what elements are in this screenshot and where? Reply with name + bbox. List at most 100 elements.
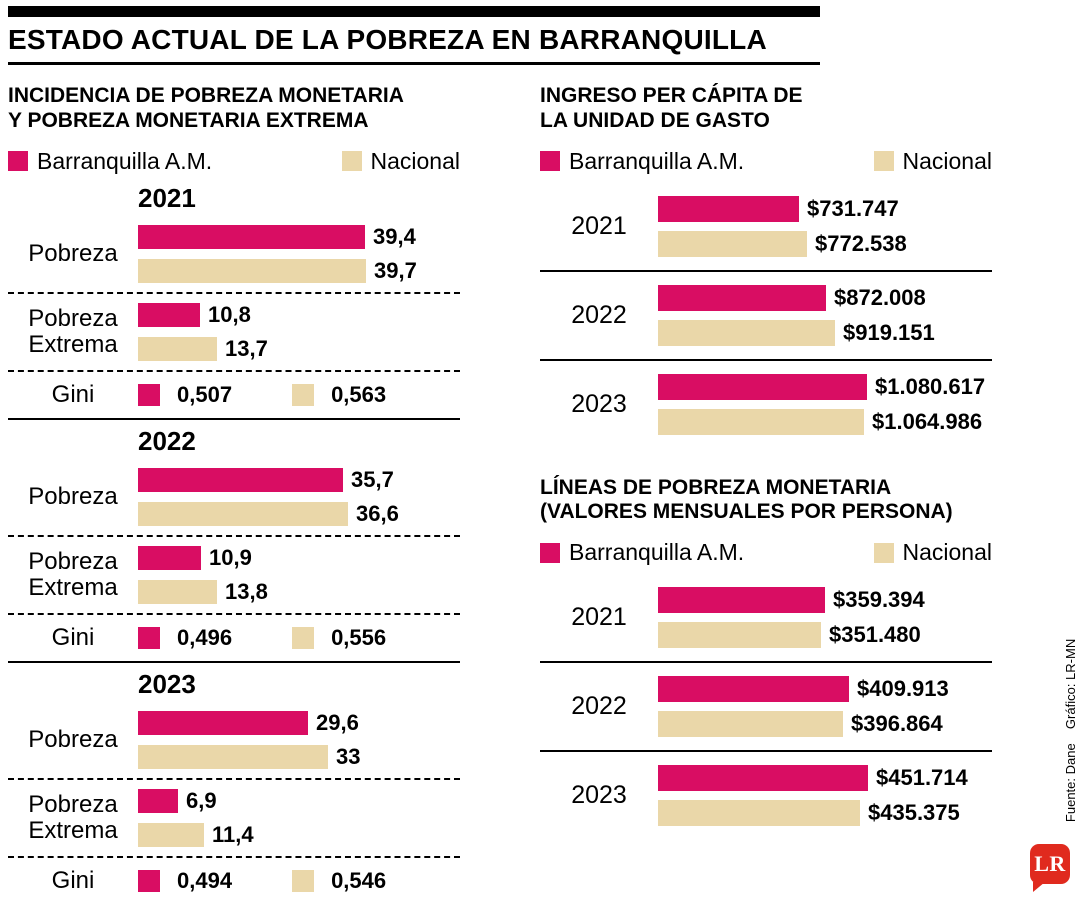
year-label: 2023 <box>571 781 627 810</box>
section-title-line: (VALORES MENSUALES POR PERSONA) <box>540 500 953 524</box>
legend-label-nacional: Nacional <box>902 539 993 566</box>
row-label-line: Gini <box>51 623 95 651</box>
row-label: Pobreza Extrema <box>8 304 138 358</box>
bar-line: $872.008 <box>658 284 992 311</box>
bar-barranquilla <box>138 710 308 735</box>
bar-nacional <box>658 230 807 257</box>
gini-pair: 0,546 <box>292 868 386 894</box>
legend-label-barranquilla: Barranquilla A.M. <box>569 539 745 566</box>
gini-pairs: 0,496 0,556 <box>138 625 460 651</box>
bar-line: 35,7 <box>138 467 460 493</box>
row-bars: 6,9 11,4 <box>138 788 460 848</box>
gini-swatch-barranquilla <box>138 869 160 892</box>
bar-value: $451.714 <box>876 765 968 791</box>
gini-swatch-barranquilla <box>138 383 160 406</box>
dashed-divider <box>8 612 460 615</box>
lr-logo: LR <box>1030 844 1070 892</box>
bar-nacional <box>658 319 835 346</box>
bar-line: 39,4 <box>138 224 460 250</box>
chart-row: 2021 $731.747 $772.538 <box>540 183 992 270</box>
year-label: 2021 <box>571 211 627 240</box>
source-fuente: Fuente: Dane <box>1063 743 1078 822</box>
bar-value: 6,9 <box>186 787 217 813</box>
row-label-line: Pobreza <box>28 725 118 753</box>
year-label: 2022 <box>571 692 627 721</box>
bar-value: $1.080.617 <box>875 373 986 399</box>
row-label: Pobreza <box>8 725 138 753</box>
row-label-line: Pobreza <box>28 304 118 332</box>
bar-line: 29,6 <box>138 710 460 736</box>
ingreso-rows: 2021 $731.747 $772.538 2022 $872.008 $919.151… <box>540 183 992 448</box>
row-label-line: Extrema <box>28 330 118 358</box>
gini-value: 0,546 <box>331 867 387 893</box>
row-label: Pobreza Extrema <box>8 548 138 601</box>
row-label: Gini <box>8 380 138 408</box>
legend-label-barranquilla: Barranquilla A.M. <box>37 147 213 174</box>
legend-incidencia: Barranquilla A.M. Nacional <box>8 148 460 175</box>
row-bars: $872.008 $919.151 <box>658 284 992 346</box>
row-bars: 35,7 36,6 <box>138 467 460 527</box>
row-label: Pobreza Extrema <box>8 790 138 844</box>
bar-nacional <box>658 622 821 649</box>
bar-line: 11,4 <box>138 822 460 848</box>
row-label-line: Gini <box>51 380 95 408</box>
bar-value: 10,8 <box>208 301 251 327</box>
section-title-line: INGRESO PER CÁPITA DE <box>540 84 803 107</box>
bar-nacional <box>658 711 843 738</box>
section-title-line: INCIDENCIA DE POBREZA MONETARIA <box>8 84 404 107</box>
bar-nacional <box>138 579 217 604</box>
legend-item-barranquilla: Barranquilla A.M. <box>540 148 744 175</box>
bar-value: $772.538 <box>815 230 907 256</box>
bar-barranquilla <box>138 302 200 327</box>
chart-row: 2023 $451.714 $435.375 <box>540 752 992 839</box>
row-bars: 10,8 13,7 <box>138 302 460 362</box>
bar-nacional <box>138 336 217 361</box>
chart-row: 2023 $1.080.617 $1.064.986 <box>540 361 992 448</box>
bar-line: $451.714 <box>658 765 992 792</box>
row-label-line: Pobreza <box>28 790 118 818</box>
legend-item-barranquilla: Barranquilla A.M. <box>8 148 212 175</box>
right-column: INGRESO PER CÁPITA DE LA UNIDAD DE GASTO… <box>540 84 992 839</box>
row-label: Pobreza <box>8 239 138 267</box>
legend-label-barranquilla: Barranquilla A.M. <box>569 147 745 174</box>
row-label: Pobreza <box>8 482 138 510</box>
bar-nacional <box>138 258 366 283</box>
row-label-line: Pobreza <box>28 239 118 267</box>
bar-barranquilla <box>138 788 178 813</box>
top-black-bar <box>8 6 820 17</box>
bar-line: 10,8 <box>138 302 460 328</box>
legend-item-nacional: Nacional <box>341 148 460 175</box>
year-label: 2022 <box>571 300 627 329</box>
barranquilla-swatch-icon <box>540 542 560 563</box>
lr-logo-text: LR <box>1034 851 1066 876</box>
section-title-line: LÍNEAS DE POBREZA MONETARIA <box>540 475 892 499</box>
bar-line: $351.480 <box>658 622 992 649</box>
row-bars: 10,9 13,8 <box>138 545 460 605</box>
row-label-line: Pobreza <box>28 482 118 510</box>
bar-line: 33 <box>138 744 460 770</box>
year-block-2021: 2021 Pobreza 39,4 39,7 Pobreza Extrema 10,8 13,… <box>8 183 460 420</box>
year-label: 2021 <box>138 182 196 213</box>
chart-row: 2022 $409.913 $396.864 <box>540 663 992 750</box>
row-label-line: Extrema <box>28 573 118 601</box>
chart-row: 2022 $872.008 $919.151 <box>540 272 992 359</box>
bar-line: 13,8 <box>138 579 460 605</box>
row-bars: $359.394 $351.480 <box>658 587 992 649</box>
page-title: ESTADO ACTUAL DE LA POBREZA EN BARRANQUI… <box>8 24 767 55</box>
year-label: 2023 <box>138 668 196 699</box>
chart-row: Gini 0,494 0,546 <box>8 858 460 904</box>
row-divider <box>540 269 992 272</box>
gini-pair: 0,563 <box>292 382 386 408</box>
bar-value: 35,7 <box>351 466 394 492</box>
bar-nacional <box>138 822 204 847</box>
source-credit: Fuente: Dane Gráfico: LR-MN <box>1063 639 1078 822</box>
nacional-swatch-icon <box>873 151 894 172</box>
bar-line: $409.913 <box>658 676 992 703</box>
bar-nacional <box>658 800 860 827</box>
bar-barranquilla <box>658 765 868 792</box>
gini-pairs: 0,494 0,546 <box>138 868 460 894</box>
section-title-line: LA UNIDAD DE GASTO <box>540 108 770 132</box>
bar-line: 13,7 <box>138 336 460 362</box>
bar-barranquilla <box>658 195 799 222</box>
